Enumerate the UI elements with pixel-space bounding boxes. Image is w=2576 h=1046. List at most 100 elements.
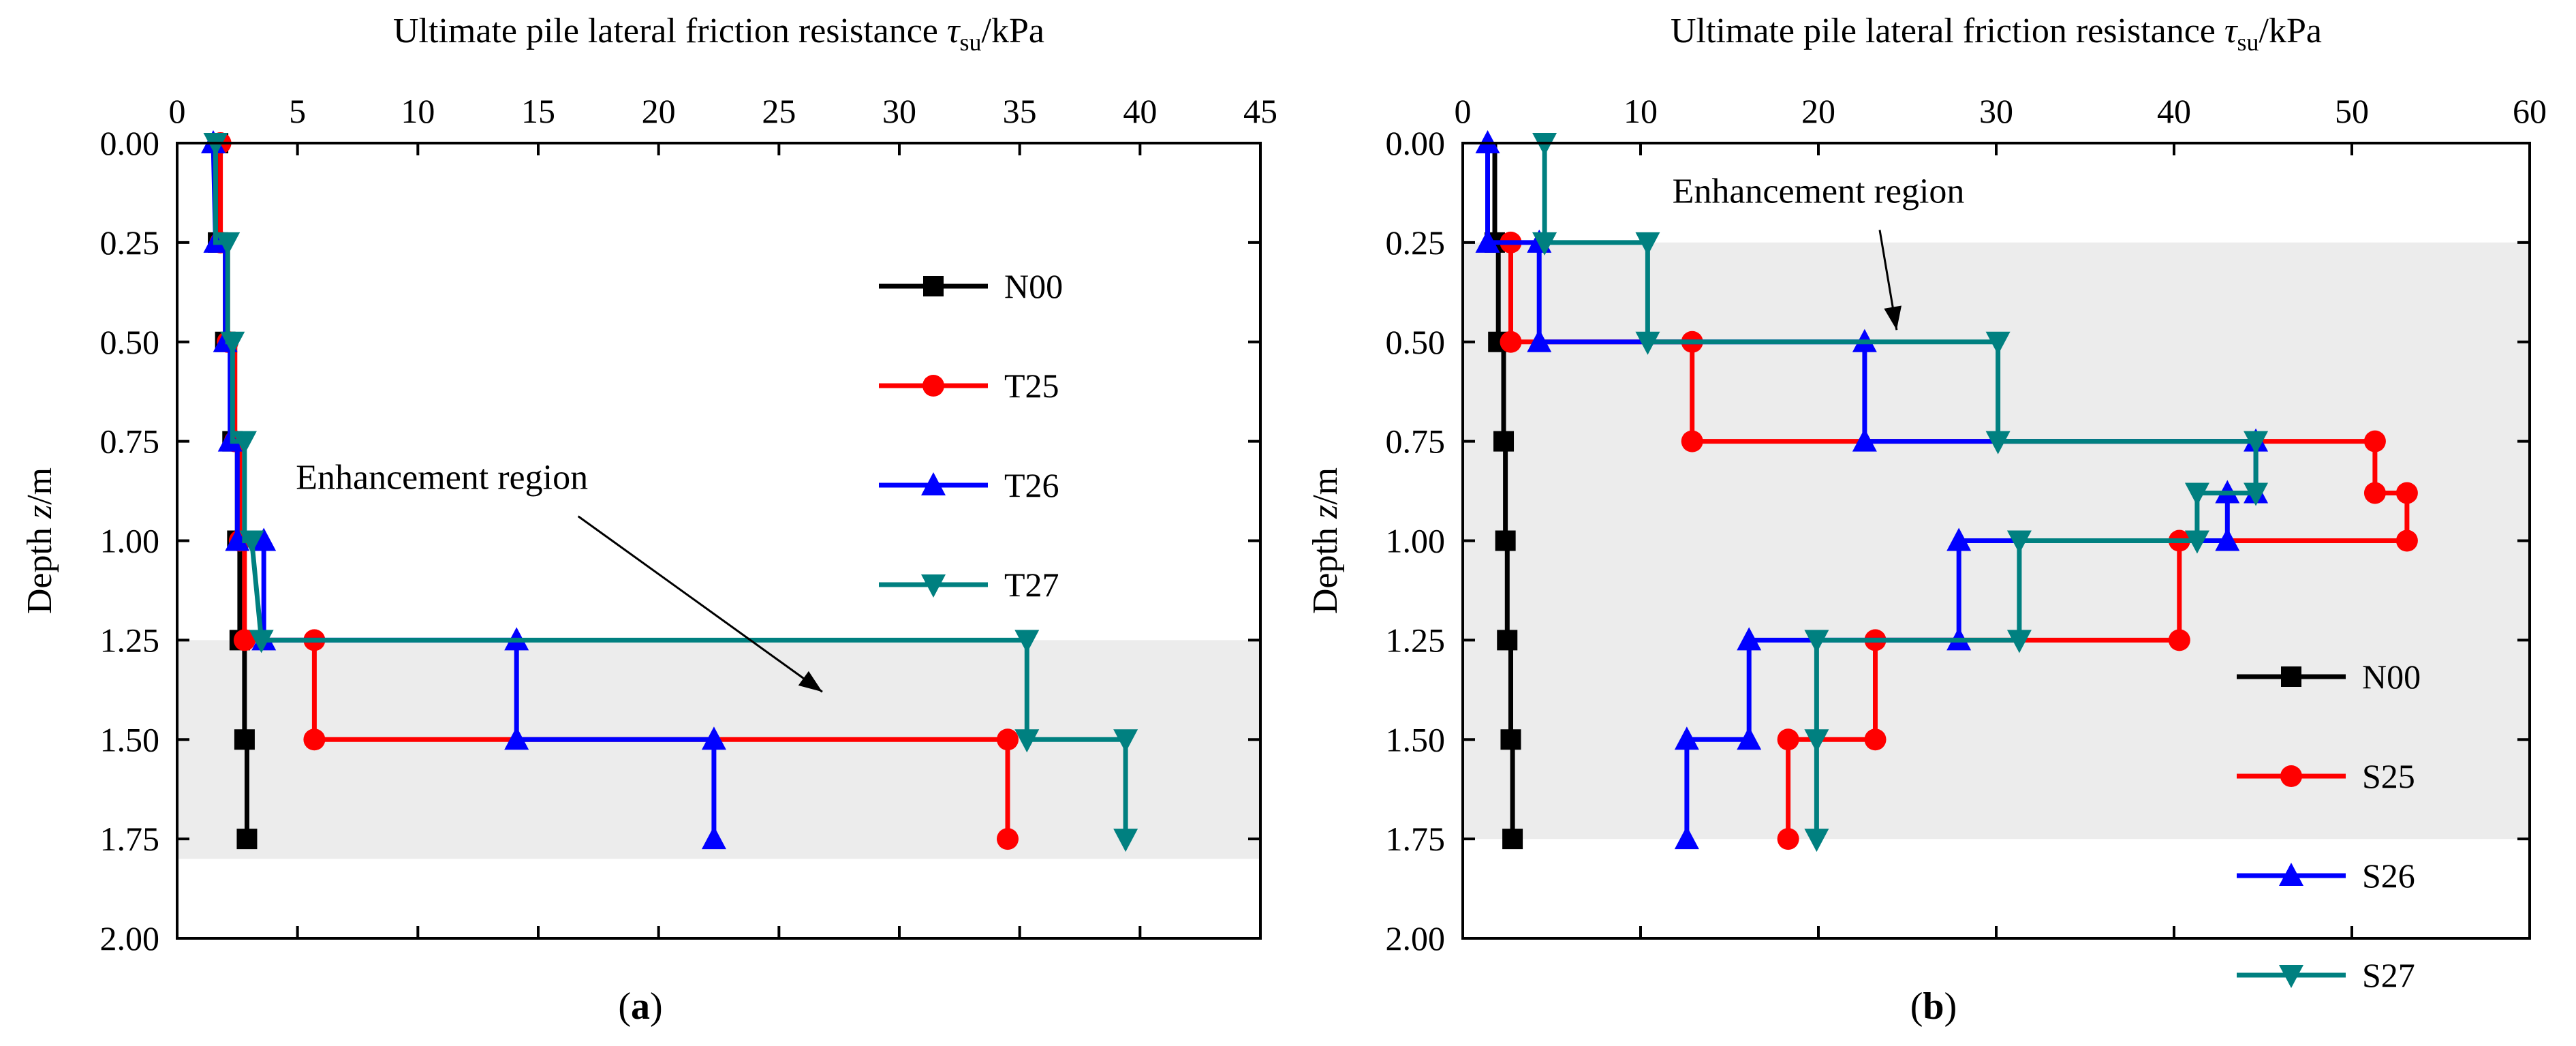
data-point-s27-10: [2006, 530, 2032, 554]
y-tick-label-0.00: 0.00: [1386, 124, 1446, 162]
data-point-s25-5: [2363, 482, 2386, 504]
y-tick-label-1.00: 1.00: [100, 522, 160, 560]
x-axis-title: Ultimate pile lateral friction resistanc…: [1671, 12, 2322, 56]
data-point-s27-4: [1985, 331, 2011, 355]
data-point-t27-8: [1113, 729, 1138, 753]
legend-marker-n00: [923, 276, 944, 296]
x-tick-label-20: 20: [642, 92, 676, 130]
data-point-s25-1: [1500, 330, 1522, 353]
legend-marker-t27: [921, 574, 946, 598]
data-point-t27-1: [215, 232, 240, 256]
data-point-s27-14: [1804, 829, 1829, 852]
data-point-s26-1: [1475, 229, 1500, 253]
data-point-s26-3: [1527, 328, 1552, 352]
legend-marker-t26: [921, 472, 946, 495]
legend-label-s25: S25: [2362, 757, 2415, 795]
x-tick-label-10: 10: [401, 92, 435, 130]
x-tick-label-25: 25: [762, 92, 796, 130]
y-tick-label-1.25: 1.25: [1386, 621, 1446, 659]
x-tick-label-0: 0: [169, 92, 186, 130]
data-point-n00-4: [1497, 630, 1518, 651]
x-tick-label-45: 45: [1243, 92, 1277, 130]
x-tick-label-20: 20: [1801, 92, 1835, 130]
data-point-s27-5: [1985, 431, 2011, 455]
annotation-arrow-head: [798, 671, 822, 692]
y-tick-label-0.25: 0.25: [1386, 224, 1446, 262]
data-point-t26-9: [701, 726, 726, 750]
data-point-s27-3: [1635, 331, 1660, 355]
data-point-t27-2: [220, 331, 245, 355]
panel-caption: (b): [1910, 985, 1957, 1028]
data-point-t27-6: [1014, 630, 1040, 653]
data-point-n00-2: [1493, 431, 1515, 452]
data-point-s27-13: [1804, 729, 1829, 753]
panel-caption: (a): [618, 985, 662, 1028]
data-point-t26-4: [225, 527, 250, 551]
data-point-s27-2: [1635, 232, 1660, 256]
data-point-n00-5: [1500, 729, 1521, 750]
x-tick-label-40: 40: [1123, 92, 1157, 130]
x-tick-label-30: 30: [1979, 92, 2013, 130]
data-point-t27-5: [249, 630, 274, 653]
data-point-s27-9: [2184, 530, 2209, 554]
data-point-s26-12: [1737, 627, 1762, 651]
data-point-n00-3: [1495, 530, 1516, 551]
y-tick-label-0.50: 0.50: [1386, 323, 1446, 361]
data-point-t25-9: [997, 828, 1019, 850]
data-point-n00-6: [1502, 829, 1523, 850]
data-point-s26-13: [1737, 726, 1762, 750]
y-tick-label-0.75: 0.75: [100, 422, 160, 461]
x-axis-title: Ultimate pile lateral friction resistanc…: [393, 12, 1044, 56]
x-tick-label-40: 40: [2157, 92, 2191, 130]
legend-marker-t25: [922, 375, 944, 397]
data-point-n00-6: [234, 729, 255, 750]
data-point-s25-4: [2363, 430, 2386, 452]
data-point-t26-5: [251, 527, 277, 551]
annotation-arrow-head: [1884, 305, 1902, 330]
panel-b: 0 10 20 30 40 50 60 0.00 0.25 0.50 0.75 1.00 1.25 1.5…: [1306, 12, 2547, 1028]
y-tick-label-1.25: 1.25: [100, 621, 160, 659]
data-point-s27-7: [2244, 482, 2269, 506]
y-tick-label-0.50: 0.50: [100, 323, 160, 361]
legend-label-t26: T26: [1004, 466, 1059, 504]
y-tick-label-1.50: 1.50: [100, 720, 160, 758]
data-point-t25-8: [997, 728, 1019, 751]
data-point-s25-13: [1777, 828, 1799, 850]
data-point-s26-15: [1674, 826, 1699, 850]
data-point-s27-8: [2184, 482, 2209, 506]
data-point-t27-9: [1113, 829, 1138, 852]
data-point-n00-7: [236, 829, 258, 850]
data-point-t26-10: [701, 826, 726, 850]
legend-label-t27: T27: [1004, 566, 1059, 604]
panel-a: 0 5 10 15 20 25 30 35 40 45 0.00 0.25 0.50 0.75 1.00 1.…: [20, 12, 1277, 1028]
legend-marker-s25: [2280, 765, 2302, 787]
legend-label-t25: T25: [1004, 367, 1059, 405]
enhancement-region-label: Enhancement region: [1673, 172, 1965, 211]
y-tick-label-1.00: 1.00: [1386, 522, 1446, 560]
data-point-s27-12: [1804, 630, 1829, 653]
data-point-s26-14: [1674, 726, 1699, 750]
data-point-s26-5: [1852, 428, 1877, 452]
y-axis-title: Depth z/m: [20, 467, 59, 614]
y-tick-label-2.00: 2.00: [100, 919, 160, 957]
data-point-s25-7: [2395, 529, 2418, 552]
y-tick-label-2.00: 2.00: [1386, 919, 1446, 957]
legend-marker-s26: [2279, 863, 2303, 886]
y-tick-label-0.75: 0.75: [1386, 422, 1446, 461]
x-tick-label-30: 30: [882, 92, 916, 130]
data-point-t27-7: [1014, 729, 1040, 753]
data-point-s25-9: [2168, 629, 2190, 651]
x-tick-label-5: 5: [289, 92, 306, 130]
y-tick-label-1.50: 1.50: [1386, 720, 1446, 758]
annotation-arrow-shaft: [577, 515, 823, 693]
data-point-s27-11: [2006, 630, 2032, 653]
y-axis-title: Depth z/m: [1306, 467, 1345, 614]
x-tick-label-60: 60: [2513, 92, 2547, 130]
x-tick-label-35: 35: [1003, 92, 1037, 130]
legend-marker-n00: [2281, 666, 2301, 687]
data-point-s27-1: [1532, 232, 1557, 256]
data-point-t27-4: [239, 530, 264, 554]
data-point-t26-3: [217, 428, 243, 452]
y-tick-label-0.00: 0.00: [100, 124, 160, 162]
